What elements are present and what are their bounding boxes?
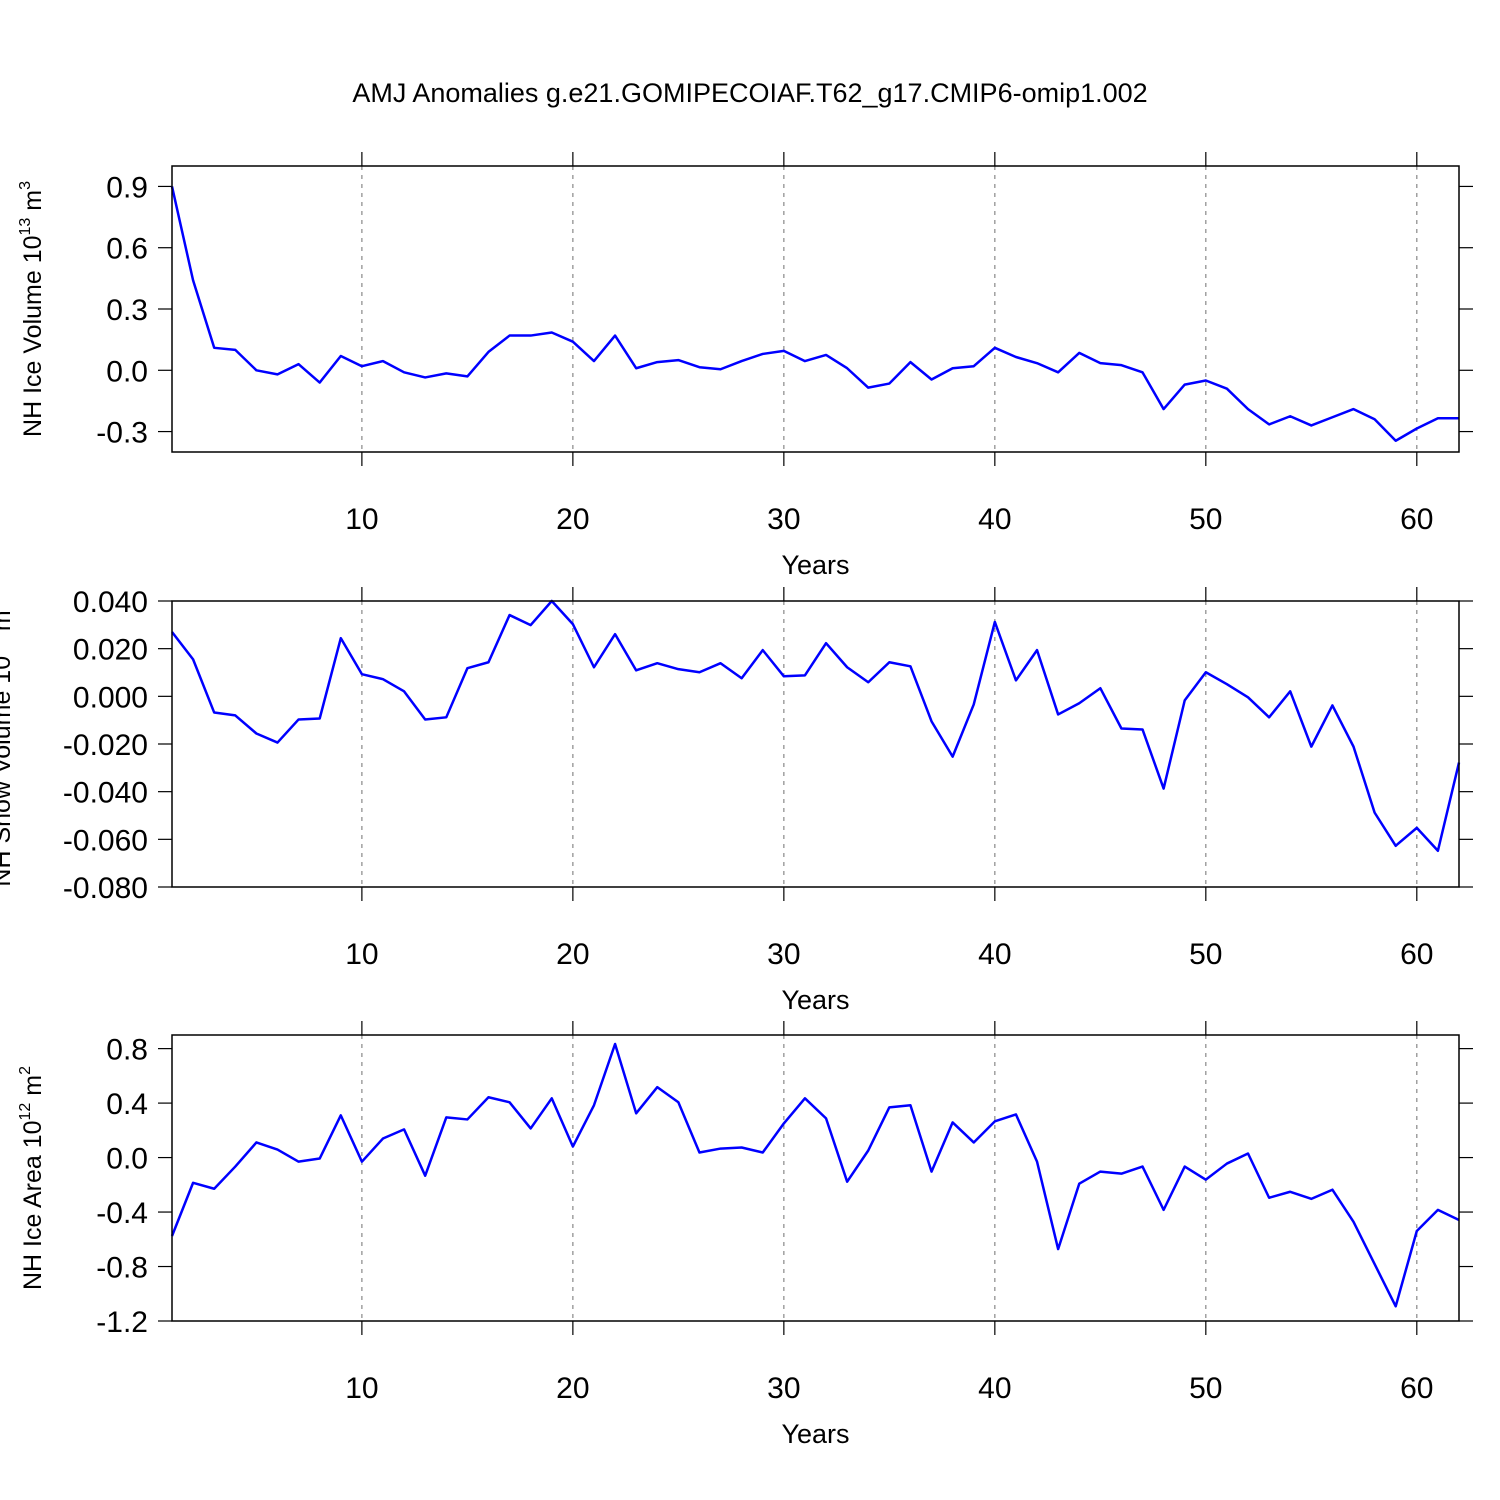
data-line <box>170 1042 1460 1308</box>
y-axis-label: NH Ice Area 1012 m2 <box>17 1066 47 1290</box>
plot-frame <box>171 600 1460 888</box>
x-tick-label: 10 <box>345 503 378 536</box>
x-tick-label: 30 <box>767 503 800 536</box>
y-tick-label: -0.8 <box>96 1252 148 1285</box>
x-tick-label: 60 <box>1400 938 1433 971</box>
y-axis-label-part: NH Ice Volume 10 <box>19 235 47 437</box>
x-tick-label: 30 <box>767 1372 800 1405</box>
y-tick-label: -0.060 <box>63 824 148 857</box>
x-tick-label: 40 <box>978 503 1011 536</box>
x-tick-label: 40 <box>978 1372 1011 1405</box>
y-tick-label: 0.000 <box>73 681 148 714</box>
x-tick-label: 60 <box>1400 1372 1433 1405</box>
y-tick-label: 0.040 <box>73 586 148 619</box>
chart-title: AMJ Anomalies g.e21.GOMIPECOIAF.T62_g17.… <box>352 78 1147 108</box>
y-axis-label-exponent: 3 <box>17 181 34 190</box>
y-axis-label-part: m <box>0 610 16 638</box>
y-tick-label: -0.4 <box>96 1197 148 1230</box>
y-tick-label: -0.040 <box>63 777 148 810</box>
y-tick-label: 0.8 <box>106 1034 148 1067</box>
y-axis-label: NH Snow Volume 1013 m3 <box>0 601 16 886</box>
x-tick-label: 10 <box>345 1372 378 1405</box>
y-tick-label: -1.2 <box>96 1306 148 1339</box>
y-axis-label-exponent: 3 <box>0 601 3 610</box>
x-axis-label: Years <box>781 550 849 580</box>
y-axis-label-part: m <box>19 1075 47 1103</box>
y-axis-label-exponent: 13 <box>0 638 3 656</box>
y-axis-label: NH Ice Volume 1013 m3 <box>17 181 47 437</box>
y-tick-label: 0.9 <box>106 171 148 204</box>
y-tick-label: 0.4 <box>106 1088 148 1121</box>
plot-frame <box>171 1034 1460 1322</box>
x-tick-label: 20 <box>556 938 589 971</box>
y-tick-label: 0.6 <box>106 233 148 266</box>
y-tick-label: 0.0 <box>106 355 148 388</box>
y-tick-label: -0.3 <box>96 417 148 450</box>
y-tick-label: 0.020 <box>73 634 148 667</box>
x-tick-label: 20 <box>556 503 589 536</box>
x-tick-label: 50 <box>1189 1372 1222 1405</box>
data-line <box>171 599 1461 853</box>
y-tick-label: 0.3 <box>106 294 148 327</box>
y-axis-label-exponent: 13 <box>17 218 34 236</box>
x-tick-label: 60 <box>1400 503 1433 536</box>
plot-frame <box>171 165 1460 453</box>
y-tick-label: 0.0 <box>106 1143 148 1176</box>
x-tick-label: 10 <box>345 938 378 971</box>
y-tick-label: -0.020 <box>63 729 148 762</box>
x-axis-label: Years <box>781 985 849 1015</box>
y-axis-label-exponent: 12 <box>17 1103 34 1121</box>
x-tick-label: 30 <box>767 938 800 971</box>
y-axis-label-part: m <box>19 190 47 218</box>
y-axis-label-part: NH Ice Area 10 <box>19 1120 47 1290</box>
x-axis-label: Years <box>781 1419 849 1449</box>
data-line <box>170 186 1459 443</box>
y-tick-label: -0.080 <box>63 872 148 905</box>
x-tick-label: 50 <box>1189 938 1222 971</box>
y-axis-label-part: NH Snow Volume 10 <box>0 656 16 887</box>
x-tick-label: 50 <box>1189 503 1222 536</box>
y-axis-label-exponent: 2 <box>17 1066 34 1075</box>
x-tick-label: 20 <box>556 1372 589 1405</box>
x-tick-label: 40 <box>978 938 1011 971</box>
